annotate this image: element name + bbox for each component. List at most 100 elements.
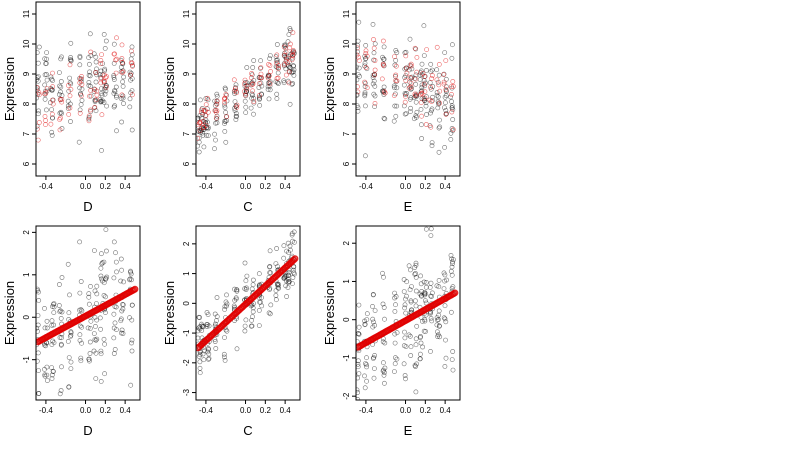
y-tick-label: 10 bbox=[342, 39, 351, 48]
data-point bbox=[442, 316, 448, 322]
data-point bbox=[205, 95, 210, 101]
y-tick-label: 1 bbox=[22, 272, 31, 277]
data-point bbox=[362, 63, 367, 69]
data-point bbox=[429, 73, 435, 78]
data-point bbox=[203, 123, 209, 128]
data-point bbox=[92, 337, 98, 342]
data-point bbox=[356, 108, 361, 114]
data-point bbox=[274, 60, 279, 66]
data-point bbox=[79, 74, 84, 79]
data-point bbox=[418, 107, 424, 112]
panel-3: -0.4 0.0 0.2 0.4 6 7 8 9 10 11 E Expression bbox=[322, 1, 461, 214]
data-point bbox=[356, 361, 361, 367]
data-point bbox=[101, 259, 107, 265]
data-point bbox=[423, 279, 429, 285]
data-point bbox=[248, 75, 254, 81]
data-point bbox=[87, 339, 93, 345]
data-point bbox=[233, 111, 239, 116]
data-point bbox=[130, 63, 135, 69]
data-point bbox=[244, 83, 250, 89]
data-point bbox=[417, 291, 423, 297]
data-point bbox=[267, 53, 273, 58]
data-point bbox=[372, 322, 377, 328]
data-point bbox=[267, 311, 273, 317]
data-point bbox=[87, 69, 92, 75]
data-point bbox=[49, 376, 55, 381]
data-point bbox=[286, 69, 292, 75]
data-point bbox=[59, 54, 64, 60]
data-point bbox=[128, 269, 133, 275]
y-axis-title: Expression bbox=[2, 57, 17, 121]
data-point bbox=[419, 113, 424, 119]
data-point bbox=[223, 327, 229, 333]
data-point bbox=[103, 84, 109, 90]
y-tick-label: 2 bbox=[182, 241, 191, 246]
data-point bbox=[77, 110, 83, 116]
data-point bbox=[42, 305, 47, 311]
data-point bbox=[68, 40, 74, 46]
data-point bbox=[406, 332, 412, 338]
data-point bbox=[103, 227, 109, 232]
data-point bbox=[201, 357, 207, 363]
data-point bbox=[422, 80, 428, 86]
data-point bbox=[392, 308, 398, 314]
data-point bbox=[290, 52, 296, 58]
data-point bbox=[79, 86, 85, 92]
data-point bbox=[120, 69, 126, 75]
data-point bbox=[111, 41, 117, 47]
fitted-point bbox=[451, 289, 459, 297]
data-point bbox=[407, 109, 413, 114]
data-point bbox=[274, 76, 280, 81]
data-point bbox=[214, 101, 220, 107]
data-point bbox=[281, 78, 287, 84]
data-point bbox=[250, 65, 256, 70]
data-point bbox=[363, 362, 369, 368]
data-point bbox=[42, 91, 47, 97]
data-point bbox=[250, 88, 255, 94]
data-point bbox=[408, 80, 414, 86]
data-point bbox=[363, 48, 369, 54]
data-point bbox=[203, 113, 209, 119]
data-point bbox=[66, 355, 72, 360]
data-point bbox=[44, 86, 50, 91]
data-point bbox=[111, 74, 117, 80]
data-point bbox=[392, 361, 398, 367]
data-point bbox=[413, 99, 419, 105]
data-point bbox=[67, 292, 72, 298]
data-point bbox=[213, 346, 219, 351]
data-point bbox=[356, 390, 360, 395]
data-point bbox=[423, 68, 429, 73]
data-point bbox=[221, 354, 227, 360]
data-point bbox=[362, 373, 367, 379]
data-point bbox=[274, 57, 280, 63]
y-tick-label: -3 bbox=[182, 388, 191, 396]
data-point bbox=[372, 104, 377, 109]
data-point bbox=[422, 89, 428, 94]
data-point bbox=[249, 80, 255, 86]
data-point bbox=[449, 357, 455, 362]
data-point bbox=[36, 92, 42, 98]
data-point bbox=[65, 338, 71, 344]
data-point bbox=[443, 319, 449, 325]
data-point bbox=[436, 72, 442, 78]
data-point bbox=[68, 55, 73, 60]
data-point bbox=[437, 100, 442, 106]
data-point bbox=[418, 340, 424, 346]
data-point bbox=[286, 270, 292, 275]
data-point bbox=[129, 127, 135, 133]
data-point bbox=[419, 318, 425, 324]
data-point bbox=[409, 307, 415, 313]
data-point bbox=[290, 238, 295, 244]
data-point bbox=[281, 44, 287, 50]
data-point bbox=[403, 310, 409, 316]
data-point bbox=[244, 89, 249, 95]
data-point bbox=[394, 330, 400, 336]
data-point bbox=[98, 378, 104, 384]
data-point bbox=[242, 328, 248, 334]
data-point bbox=[362, 90, 368, 95]
data-point bbox=[408, 63, 414, 69]
data-point bbox=[257, 75, 263, 81]
data-point bbox=[58, 308, 63, 314]
data-point bbox=[429, 76, 435, 81]
data-point bbox=[372, 72, 377, 78]
